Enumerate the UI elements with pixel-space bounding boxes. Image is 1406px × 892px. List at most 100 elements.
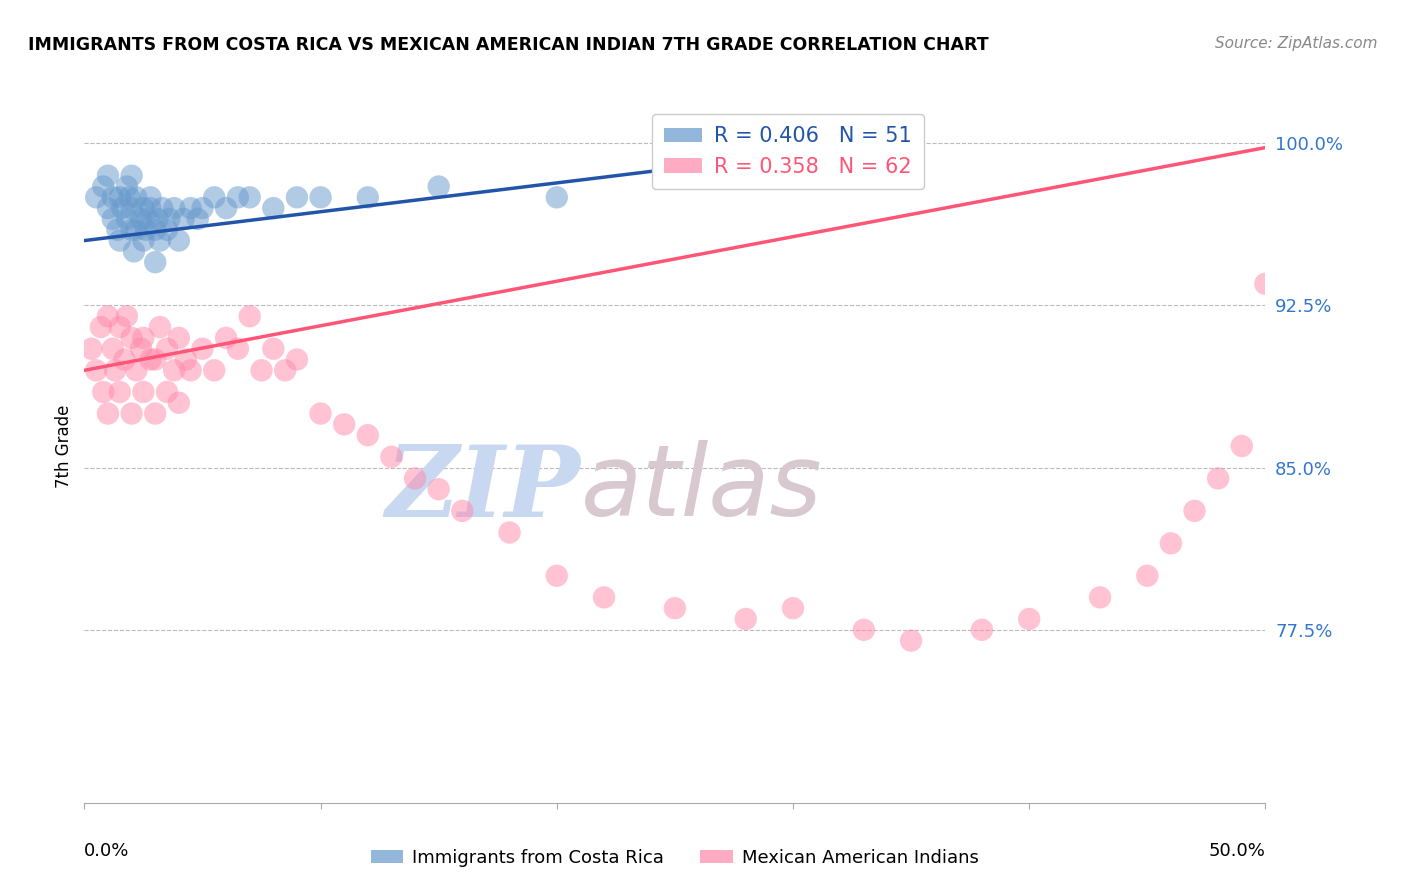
Point <box>274 363 297 377</box>
Point <box>132 331 155 345</box>
Point <box>108 320 131 334</box>
Point <box>546 568 568 582</box>
Point <box>121 169 143 183</box>
Point <box>84 363 107 377</box>
Point <box>121 407 143 421</box>
Point <box>202 190 225 204</box>
Point <box>262 342 284 356</box>
Point <box>202 363 225 377</box>
Legend: Immigrants from Costa Rica, Mexican American Indians: Immigrants from Costa Rica, Mexican Amer… <box>364 842 986 874</box>
Point <box>163 201 186 215</box>
Point <box>114 352 136 367</box>
Point <box>118 190 141 204</box>
Text: 50.0%: 50.0% <box>1209 842 1265 860</box>
Point <box>782 169 804 183</box>
Point <box>285 190 308 204</box>
Point <box>115 310 138 324</box>
Point <box>180 363 202 377</box>
Point <box>129 211 152 226</box>
Point <box>101 342 124 356</box>
Point <box>156 384 179 399</box>
Text: IMMIGRANTS FROM COSTA RICA VS MEXICAN AMERICAN INDIAN 7TH GRADE CORRELATION CHAR: IMMIGRANTS FROM COSTA RICA VS MEXICAN AM… <box>28 36 988 54</box>
Point <box>121 201 143 215</box>
Point <box>852 623 875 637</box>
Point <box>1254 277 1277 291</box>
Point <box>380 450 402 464</box>
Point <box>101 190 124 204</box>
Point <box>970 623 993 637</box>
Point <box>136 211 159 226</box>
Point <box>309 190 332 204</box>
Point <box>149 234 172 248</box>
Point <box>1018 612 1040 626</box>
Point <box>191 201 214 215</box>
Point <box>132 201 155 215</box>
Point <box>108 384 131 399</box>
Point <box>498 525 520 540</box>
Point <box>546 190 568 204</box>
Point <box>101 211 124 226</box>
Point <box>97 407 120 421</box>
Point <box>226 342 249 356</box>
Point <box>173 211 195 226</box>
Point <box>163 363 186 377</box>
Point <box>132 234 155 248</box>
Point <box>129 342 152 356</box>
Point <box>664 601 686 615</box>
Point <box>132 384 155 399</box>
Text: 0.0%: 0.0% <box>84 842 129 860</box>
Point <box>174 352 197 367</box>
Point <box>250 363 273 377</box>
Point <box>125 223 148 237</box>
Point <box>593 591 616 605</box>
Point <box>97 201 120 215</box>
Point <box>215 201 238 215</box>
Point <box>90 320 112 334</box>
Point <box>104 363 127 377</box>
Point <box>1136 568 1159 582</box>
Point <box>180 201 202 215</box>
Point <box>121 223 143 237</box>
Point <box>427 179 450 194</box>
Point <box>156 342 179 356</box>
Point <box>157 211 180 226</box>
Point <box>108 190 131 204</box>
Text: ZIP: ZIP <box>385 441 581 537</box>
Point <box>125 190 148 204</box>
Point <box>146 211 169 226</box>
Point <box>239 190 262 204</box>
Point <box>135 223 157 237</box>
Point <box>143 223 166 237</box>
Point <box>226 190 249 204</box>
Point <box>239 310 262 324</box>
Point <box>122 244 145 259</box>
Point <box>734 612 756 626</box>
Point <box>125 363 148 377</box>
Point <box>111 201 134 215</box>
Point <box>91 179 114 194</box>
Point <box>285 352 308 367</box>
Point <box>107 223 129 237</box>
Point <box>91 384 114 399</box>
Point <box>115 211 138 226</box>
Point <box>149 320 172 334</box>
Point <box>191 342 214 356</box>
Point <box>167 234 190 248</box>
Legend: R = 0.406   N = 51, R = 0.358   N = 62: R = 0.406 N = 51, R = 0.358 N = 62 <box>651 114 924 189</box>
Point <box>97 169 120 183</box>
Point <box>97 310 120 324</box>
Point <box>139 190 162 204</box>
Point <box>1206 471 1229 485</box>
Point <box>121 331 143 345</box>
Point <box>1184 504 1206 518</box>
Point <box>150 201 173 215</box>
Text: atlas: atlas <box>581 441 823 537</box>
Point <box>333 417 356 432</box>
Point <box>1088 591 1111 605</box>
Point <box>187 211 209 226</box>
Point <box>215 331 238 345</box>
Text: Source: ZipAtlas.com: Source: ZipAtlas.com <box>1215 36 1378 51</box>
Point <box>309 407 332 421</box>
Point <box>143 255 166 269</box>
Point <box>139 352 162 367</box>
